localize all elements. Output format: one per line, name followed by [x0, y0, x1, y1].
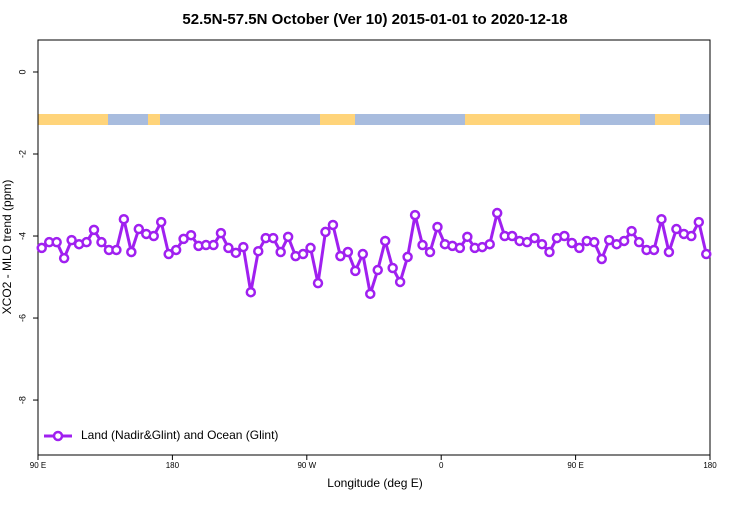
data-point: [491, 207, 503, 219]
data-point: [282, 231, 294, 243]
x-tick-label: 90 E: [567, 461, 583, 470]
data-point: [208, 239, 219, 251]
data-point: [81, 236, 92, 248]
data-point: [170, 244, 182, 256]
y-tick-label: -4: [17, 232, 27, 240]
y-axis-label: XCO2 - MLO trend (ppm): [0, 180, 14, 315]
data-point: [51, 236, 62, 248]
data-point: [409, 209, 421, 221]
data-point: [223, 242, 234, 254]
data-point: [544, 246, 555, 258]
data-point: [379, 235, 391, 247]
data-point: [506, 230, 518, 242]
data-point: [148, 230, 159, 242]
y-tick-label: -8: [17, 396, 27, 404]
data-point: [185, 229, 197, 241]
data-point: [484, 238, 495, 250]
data-point: [163, 248, 174, 260]
land-ocean-strip: [38, 114, 710, 125]
data-point: [312, 277, 324, 289]
x-tick-label: 180: [703, 461, 717, 470]
x-axis-label: Longitude (deg E): [327, 476, 422, 490]
data-point: [521, 236, 533, 248]
data-point: [603, 234, 615, 246]
data-point: [275, 246, 286, 258]
data-point: [253, 245, 264, 257]
x-tick-label: 180: [166, 461, 180, 470]
data-point: [372, 264, 383, 276]
data-point: [574, 242, 585, 254]
data-point: [88, 224, 100, 236]
data-point: [701, 248, 712, 260]
data-point: [66, 234, 77, 246]
data-point: [686, 230, 697, 242]
data-point: [693, 216, 705, 228]
data-point: [529, 232, 540, 244]
x-tick-label: 0: [439, 461, 444, 470]
data-point: [245, 286, 257, 298]
data-point: [267, 232, 279, 244]
legend-label: Land (Nadir&Glint) and Ocean (Glint): [81, 428, 278, 442]
data-point: [589, 236, 600, 248]
data-point: [215, 227, 227, 239]
x-tick-label: 90 W: [297, 461, 316, 470]
data-point: [566, 237, 578, 249]
data-point: [656, 213, 667, 225]
data-point: [36, 242, 47, 254]
data-point: [671, 223, 682, 235]
y-tick-label: -2: [17, 150, 27, 158]
data-point: [335, 250, 346, 262]
chart-title: 52.5N-57.5N October (Ver 10) 2015-01-01 …: [182, 11, 567, 28]
data-point: [155, 216, 167, 228]
data-point: [230, 247, 242, 259]
data-point: [394, 276, 406, 288]
legend-marker: [52, 430, 64, 442]
data-point: [417, 239, 428, 251]
data-point: [626, 225, 637, 237]
data-point: [58, 252, 70, 264]
y-tick-label: -6: [17, 314, 27, 322]
data-point: [402, 251, 413, 263]
data-point: [454, 242, 466, 254]
data-point: [350, 265, 361, 277]
data-point: [432, 221, 443, 233]
data-point: [297, 248, 309, 260]
data-point: [663, 246, 675, 258]
data-point: [111, 244, 122, 256]
data-point: [596, 253, 607, 265]
data-point: [320, 226, 331, 238]
data-point: [559, 230, 570, 242]
data-point: [305, 242, 316, 254]
data-point: [536, 238, 548, 250]
data-point: [648, 244, 660, 256]
data-point: [327, 219, 339, 231]
data-point: [618, 235, 630, 247]
data-point: [387, 262, 398, 274]
data-point: [633, 236, 645, 248]
data-point: [365, 288, 376, 300]
data-point: [133, 223, 145, 235]
data-point: [126, 246, 137, 258]
x-tick-label: 90 E: [30, 461, 46, 470]
data-point: [357, 248, 369, 260]
data-point: [96, 236, 107, 248]
data-point: [342, 246, 354, 258]
data-point: [424, 246, 436, 258]
y-tick-label: 0: [17, 69, 27, 74]
data-point: [118, 213, 130, 225]
data-point: [238, 241, 249, 253]
data-point: [462, 231, 473, 243]
